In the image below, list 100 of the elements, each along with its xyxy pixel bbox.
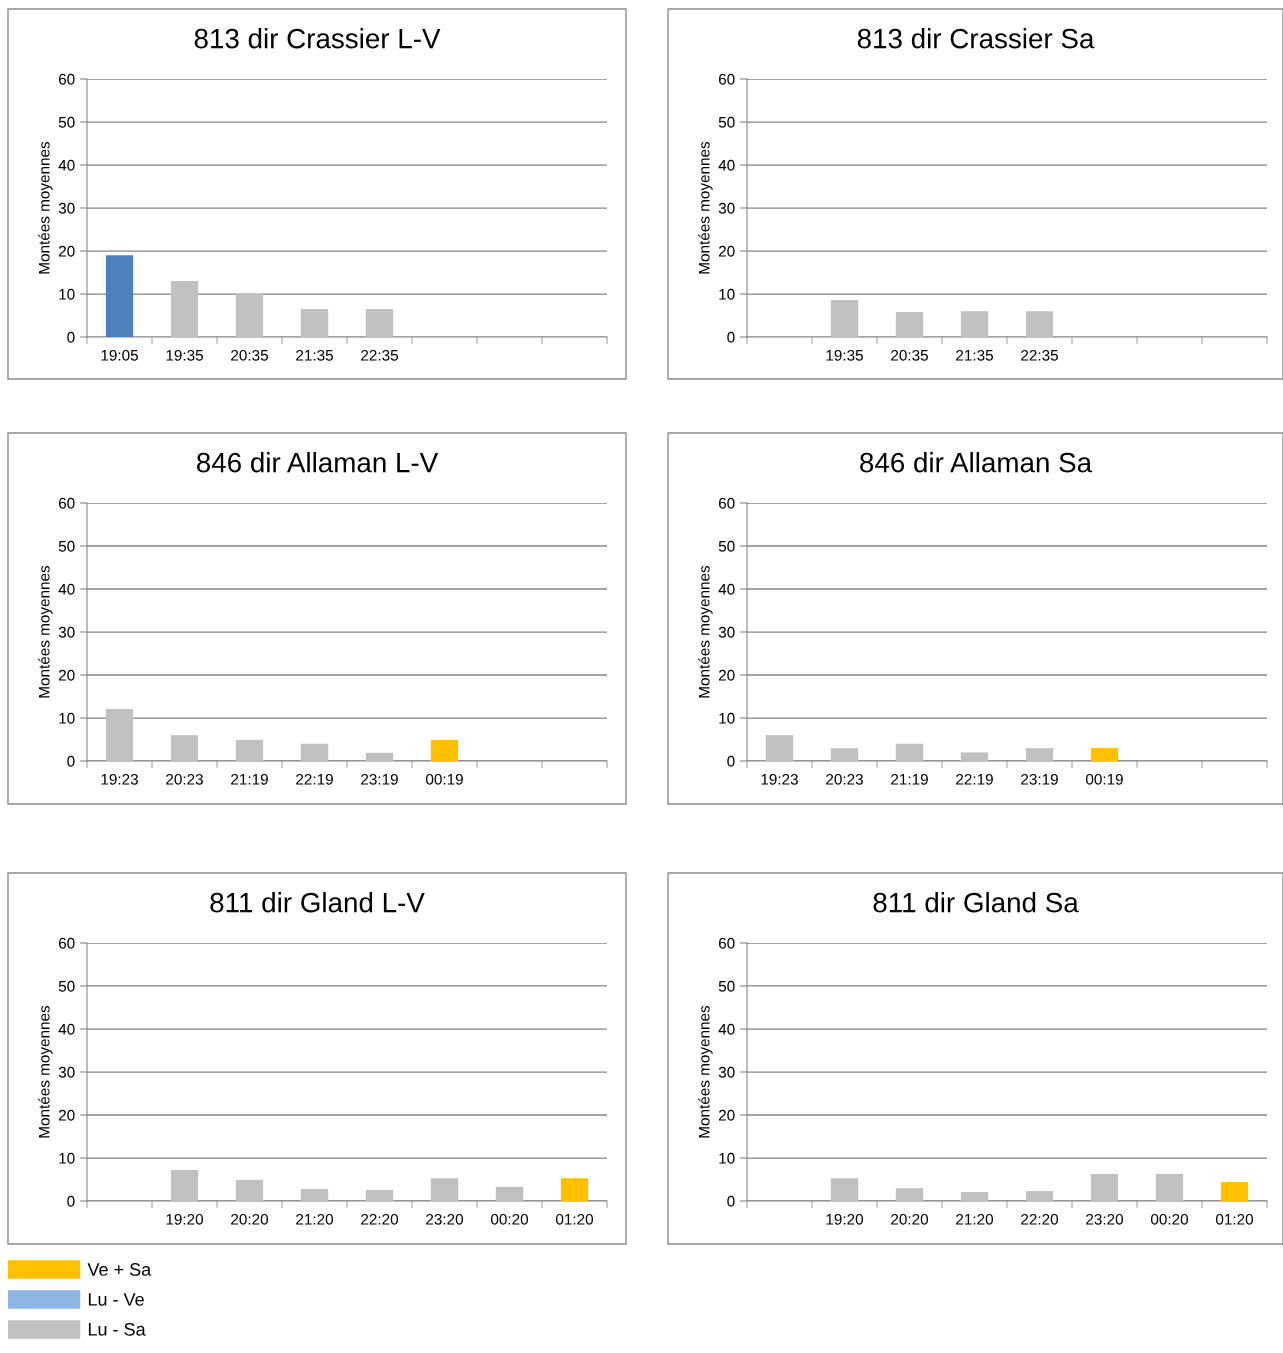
x-tick-label: 21:20 xyxy=(296,1213,334,1225)
x-tick-label: 19:05 xyxy=(101,349,138,361)
y-tick-label: 60 xyxy=(718,937,735,949)
bar xyxy=(1090,748,1119,761)
y-tick-label: 60 xyxy=(58,937,75,949)
x-tick-label: 21:19 xyxy=(891,773,928,785)
x-tick-label: 00:20 xyxy=(1150,1213,1189,1225)
x-tick-label: 21:35 xyxy=(956,349,993,361)
chart-title: 813 dir Crassier L-V xyxy=(194,28,441,49)
y-axis-title: Montées moyennes xyxy=(698,565,713,698)
y-tick-label: 30 xyxy=(58,1066,75,1078)
legend-label: Lu - Ve xyxy=(88,1293,144,1306)
x-tick-label: 20:35 xyxy=(891,349,928,361)
y-tick-label: 60 xyxy=(58,73,75,85)
x-tick-label: 20:20 xyxy=(891,1213,929,1225)
chart-title: 811 dir Gland Sa xyxy=(873,892,1079,913)
bar xyxy=(300,309,329,337)
x-tick-label: 23:20 xyxy=(1086,1213,1124,1225)
y-tick-label: 0 xyxy=(67,331,75,343)
bar xyxy=(430,739,459,761)
y-tick-label: 50 xyxy=(58,980,75,992)
y-tick-label: 30 xyxy=(58,626,75,638)
x-tick-label: 00:20 xyxy=(490,1213,529,1225)
y-axis-title: Montées moyennes xyxy=(38,1005,53,1138)
y-tick-label: 20 xyxy=(58,669,75,681)
y-axis-title: Montées moyennes xyxy=(38,141,53,274)
y-tick-label: 50 xyxy=(718,116,735,128)
y-tick-label: 0 xyxy=(67,1195,75,1207)
x-tick-label: 20:35 xyxy=(231,349,268,361)
bar xyxy=(1025,311,1054,337)
y-tick-label: 10 xyxy=(59,288,75,300)
y-tick-label: 40 xyxy=(718,1023,735,1035)
y-tick-label: 10 xyxy=(59,712,75,724)
x-tick-label: 23:19 xyxy=(361,773,398,785)
chart-title: 846 dir Allaman L-V xyxy=(197,452,439,473)
x-tick-label: 19:35 xyxy=(826,349,863,361)
bar xyxy=(895,743,924,761)
y-tick-label: 10 xyxy=(59,1152,75,1164)
bar xyxy=(960,752,989,761)
y-tick-label: 50 xyxy=(58,540,75,552)
x-tick-label: 22:19 xyxy=(296,773,333,785)
y-tick-label: 30 xyxy=(718,626,735,638)
bar xyxy=(895,312,924,337)
x-tick-label: 01:20 xyxy=(1215,1213,1254,1225)
y-tick-label: 60 xyxy=(718,497,735,509)
bar xyxy=(365,309,394,337)
y-axis-title: Montées moyennes xyxy=(698,141,713,274)
y-tick-label: 0 xyxy=(727,755,735,767)
x-tick-label: 22:20 xyxy=(1021,1213,1059,1225)
chart-title: 813 dir Crassier Sa xyxy=(857,28,1095,49)
x-tick-label: 19:20 xyxy=(826,1213,864,1225)
x-tick-label: 19:23 xyxy=(761,773,798,785)
x-tick-label: 00:19 xyxy=(425,773,463,785)
x-tick-label: 22:19 xyxy=(956,773,993,785)
x-tick-label: 22:20 xyxy=(361,1213,399,1225)
bar xyxy=(1025,748,1054,761)
y-tick-label: 20 xyxy=(58,245,75,257)
x-tick-label: 01:20 xyxy=(555,1213,594,1225)
x-tick-label: 21:19 xyxy=(231,773,268,785)
x-tick-label: 23:20 xyxy=(426,1213,464,1225)
bar xyxy=(300,743,329,761)
y-tick-label: 60 xyxy=(58,497,75,509)
y-tick-label: 20 xyxy=(718,1109,735,1121)
x-tick-label: 19:35 xyxy=(166,349,203,361)
x-tick-label: 21:20 xyxy=(956,1213,994,1225)
y-tick-label: 50 xyxy=(718,540,735,552)
x-tick-label: 21:35 xyxy=(296,349,333,361)
x-tick-label: 20:20 xyxy=(231,1213,269,1225)
bar xyxy=(830,300,859,337)
y-tick-label: 50 xyxy=(58,116,75,128)
y-tick-label: 40 xyxy=(718,583,735,595)
y-tick-label: 40 xyxy=(718,159,735,171)
x-tick-label: 19:20 xyxy=(166,1213,204,1225)
y-tick-label: 30 xyxy=(718,1066,735,1078)
y-tick-label: 10 xyxy=(719,712,735,724)
bar xyxy=(765,735,794,761)
bar xyxy=(170,735,199,761)
y-axis-title: Montées moyennes xyxy=(38,565,53,698)
bar xyxy=(830,748,859,761)
y-tick-label: 10 xyxy=(719,288,735,300)
x-tick-label: 19:23 xyxy=(101,773,138,785)
bar xyxy=(170,281,199,337)
y-tick-label: 30 xyxy=(58,202,75,214)
legend-label: Ve + Sa xyxy=(87,1263,152,1276)
y-tick-label: 40 xyxy=(58,583,75,595)
x-tick-label: 20:23 xyxy=(166,773,203,785)
bar xyxy=(960,311,989,337)
x-tick-label: 20:23 xyxy=(826,773,863,785)
x-tick-label: 22:35 xyxy=(1021,349,1058,361)
y-tick-label: 30 xyxy=(718,202,735,214)
bar xyxy=(235,294,264,337)
x-tick-label: 22:35 xyxy=(361,349,398,361)
legend-label: Lu - Sa xyxy=(88,1322,146,1336)
y-tick-label: 0 xyxy=(727,331,735,343)
bar xyxy=(365,752,394,761)
y-tick-label: 50 xyxy=(718,980,735,992)
y-tick-label: 0 xyxy=(67,755,75,767)
chart-title: 846 dir Allaman Sa xyxy=(860,452,1093,473)
bar xyxy=(235,739,264,761)
y-tick-label: 10 xyxy=(719,1152,735,1164)
